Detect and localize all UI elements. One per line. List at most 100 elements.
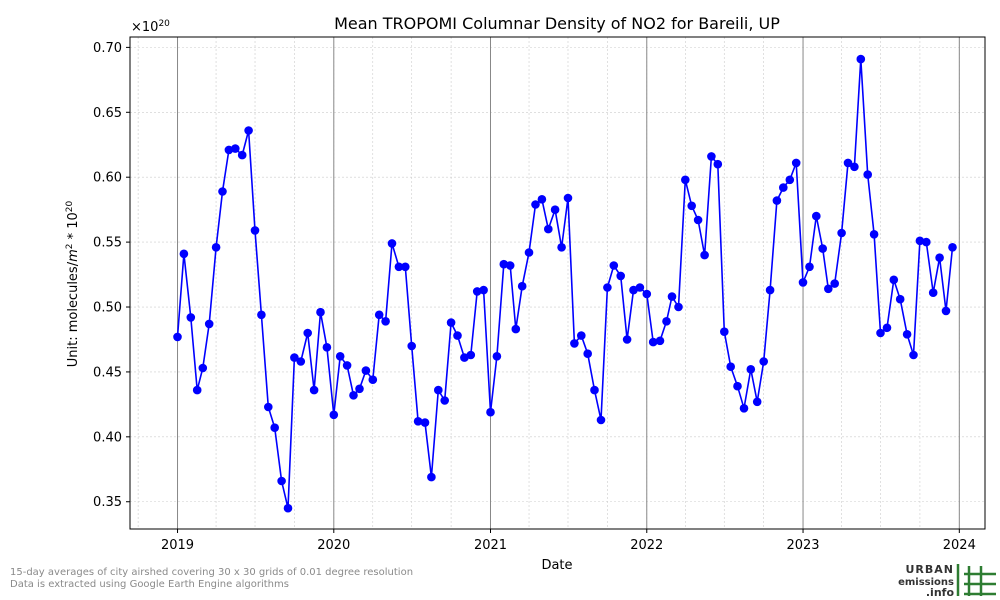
data-point [368, 375, 378, 385]
data-point [713, 159, 723, 169]
data-point [863, 170, 872, 179]
data-point [818, 244, 827, 253]
y-tick-label: 0.50 [93, 301, 122, 316]
data-point [707, 152, 716, 161]
data-point [479, 285, 488, 295]
y-axis-ticks: 0.35 0.40 0.45 0.50 0.55 0.60 0.65 0.70 [93, 41, 130, 510]
data-point [290, 353, 299, 362]
data-point [928, 288, 938, 298]
logo-line-3: .info [926, 586, 955, 598]
x-axis-ticks: 2019 2020 2021 2022 2023 2024 [161, 529, 976, 553]
data-point [466, 350, 476, 360]
y-tick-label: 0.40 [93, 430, 122, 445]
data-point [237, 150, 247, 160]
data-point [335, 352, 345, 361]
data-point [537, 195, 547, 204]
plot-area [129, 36, 986, 530]
data-point [283, 503, 293, 513]
data-point [843, 158, 853, 168]
x-tick-label: 2020 [317, 538, 350, 553]
data-point [550, 205, 560, 214]
data-point [674, 302, 683, 312]
data-point [667, 292, 677, 301]
data-point [577, 331, 586, 340]
data-point [655, 336, 665, 346]
data-point [909, 350, 918, 360]
data-point [681, 175, 690, 185]
data-point [342, 361, 352, 370]
data-point [446, 318, 456, 327]
data-point [355, 384, 364, 394]
x-tick-label: 2019 [161, 538, 194, 553]
data-point [915, 236, 925, 246]
data-point [895, 294, 905, 304]
data-point [224, 145, 234, 155]
data-point [329, 410, 339, 420]
data-point [381, 317, 390, 326]
data-point [785, 175, 795, 185]
data-point [270, 423, 280, 433]
data-point [563, 193, 573, 203]
data-point [720, 327, 729, 337]
series-markers [173, 54, 957, 513]
x-tick-label: 2022 [630, 538, 663, 553]
data-point [662, 317, 671, 326]
data-point [850, 162, 859, 172]
data-point [401, 262, 410, 272]
data-point [387, 239, 397, 248]
data-point [250, 226, 260, 235]
footnote-1: 15-day averages of city airshed covering… [10, 567, 414, 578]
chart-title: Mean TROPOMI Columnar Density of NO2 for… [334, 14, 780, 33]
data-point [427, 472, 436, 482]
data-point [583, 349, 592, 359]
data-point [590, 385, 599, 395]
data-point [374, 310, 384, 320]
data-point [257, 310, 266, 320]
data-point [505, 261, 515, 270]
data-point [413, 417, 423, 426]
data-point [211, 243, 221, 252]
data-point [309, 385, 319, 395]
y-axis-label: Unit: molecules/m2 * 1020 [65, 200, 81, 367]
series-line [176, 59, 954, 509]
data-point [407, 341, 417, 351]
data-point [570, 339, 579, 348]
data-point [524, 248, 534, 257]
data-point [361, 366, 371, 375]
data-point [179, 249, 189, 259]
data-point [935, 253, 944, 262]
data-point [824, 284, 833, 294]
data-point [726, 362, 735, 372]
y-tick-label: 0.35 [93, 495, 122, 510]
y-tick-label: 0.55 [93, 236, 122, 251]
data-point [635, 283, 645, 292]
data-point [752, 397, 762, 407]
data-point [511, 324, 521, 334]
data-point [687, 201, 696, 211]
data-point [882, 323, 892, 333]
y-tick-label: 0.70 [93, 41, 122, 56]
data-point [889, 275, 899, 285]
data-point [779, 183, 788, 192]
data-point [322, 343, 332, 352]
data-point [830, 279, 839, 288]
data-point [648, 337, 658, 347]
data-point [759, 357, 768, 366]
y-tick-label: 0.45 [93, 365, 122, 380]
data-point [739, 404, 749, 413]
data-point [492, 352, 502, 361]
data-point [557, 243, 566, 252]
logo-line-2: emissions [898, 577, 954, 588]
logo-line-1: URBAN [905, 563, 954, 576]
data-point [876, 328, 885, 338]
data-point [472, 287, 482, 296]
data-point [434, 385, 443, 395]
data-point [204, 319, 214, 329]
data-point [948, 243, 957, 252]
data-point [244, 126, 253, 135]
data-point [277, 476, 286, 486]
urban-emissions-logo: URBAN emissions .info [898, 563, 996, 598]
data-point [603, 283, 612, 292]
x-axis-label: Date [541, 558, 572, 573]
data-point [941, 306, 951, 316]
